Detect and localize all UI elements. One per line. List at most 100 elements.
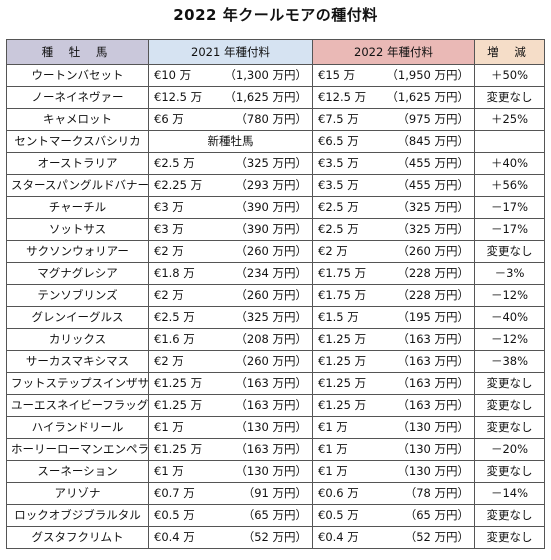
fee-2022-wrap: €6.5 万 （845 万円） (318, 132, 469, 152)
change-value: 変更なし (474, 394, 545, 417)
fee-2021-euro: €2 万 (154, 288, 184, 302)
fee-2022-wrap: €1.25 万 （163 万円） (318, 396, 469, 416)
fee-2022-cell: €1 万 （130 万円） (312, 416, 475, 439)
horse-name: テンソブリンズ (6, 284, 149, 307)
fee-2022-wrap: €1.25 万 （163 万円） (318, 374, 469, 394)
table-row: スーネーション €1 万 （130 万円） €1 万 （130 万円） 変更なし (6, 460, 545, 483)
fee-2021-euro: €1.25 万 (154, 442, 203, 456)
fee-2021-wrap: €1 万 （130 万円） (154, 462, 307, 482)
fee-2022-cell: €1 万 （130 万円） (312, 460, 475, 483)
fee-2021-cell: €6 万 （780 万円） (148, 108, 313, 131)
fee-2022-cell: €3.5 万 （455 万円） (312, 152, 475, 175)
fee-2022-wrap: €12.5 万 （1,625 万円） (318, 88, 469, 108)
change-value: 変更なし (474, 526, 545, 549)
table-row: ホーリーローマンエンペラー €1.25 万 （163 万円） €1 万 （130 万円）… (6, 438, 545, 461)
fee-2022-yen: （975 万円） (397, 112, 469, 126)
horse-name: グスタフクリムト (6, 526, 149, 549)
fee-2021-yen: （52 万円） (242, 530, 307, 544)
horse-name: チャーチル (6, 196, 149, 219)
fee-2022-yen: （228 万円） (397, 266, 469, 280)
fee-2021-yen: （1,625 万円） (224, 90, 307, 104)
fee-2021-euro: €0.5 万 (154, 508, 195, 522)
fee-2021-yen: （163 万円） (235, 376, 307, 390)
horse-name: セントマークスバシリカ (6, 130, 149, 153)
fee-2021-wrap: €3 万 （390 万円） (154, 220, 307, 240)
fee-2021-wrap: €2.25 万 （293 万円） (154, 176, 307, 196)
fee-2021-euro: €1.25 万 (154, 398, 203, 412)
fee-2021-cell: €0.5 万 （65 万円） (148, 504, 313, 527)
fee-2022-wrap: €1.25 万 （163 万円） (318, 330, 469, 350)
change-value: ＋56% (474, 174, 545, 197)
fee-2021-wrap: €2 万 （260 万円） (154, 352, 307, 372)
horse-name: ハイランドリール (6, 416, 149, 439)
fee-2022-euro: €1.25 万 (318, 332, 367, 346)
fee-2022-wrap: €7.5 万 （975 万円） (318, 110, 469, 130)
fee-2022-wrap: €2.5 万 （325 万円） (318, 220, 469, 240)
fee-2022-yen: （845 万円） (397, 134, 469, 148)
fee-2021-wrap: €1.25 万 （163 万円） (154, 440, 307, 460)
fee-2022-yen: （325 万円） (397, 200, 469, 214)
fee-2022-wrap: €3.5 万 （455 万円） (318, 154, 469, 174)
fee-2022-euro: €1.5 万 (318, 310, 359, 324)
fee-2022-yen: （1,950 万円） (386, 68, 469, 82)
fee-2021-cell: €2 万 （260 万円） (148, 284, 313, 307)
fee-2021-cell: €2.25 万 （293 万円） (148, 174, 313, 197)
fee-2022-wrap: €1 万 （130 万円） (318, 440, 469, 460)
fee-2021-euro: €10 万 (154, 68, 192, 82)
fee-2021-cell: €1.6 万 （208 万円） (148, 328, 313, 351)
fee-2021-euro: €2.5 万 (154, 156, 195, 170)
change-value: ＋25% (474, 108, 545, 131)
fee-2021-cell: €3 万 （390 万円） (148, 218, 313, 241)
fee-2021-wrap: €12.5 万 （1,625 万円） (154, 88, 307, 108)
horse-name: ソットサス (6, 218, 149, 241)
fee-2021-yen: （234 万円） (235, 266, 307, 280)
page-title: 2022 年クールモアの種付料 (173, 6, 378, 24)
fee-2021-euro: €2 万 (154, 244, 184, 258)
fee-2021-euro: €0.7 万 (154, 486, 195, 500)
horse-name: グレンイーグルス (6, 306, 149, 329)
fee-2021-euro: €0.4 万 (154, 530, 195, 544)
change-value: －40% (474, 306, 545, 329)
fee-2022-cell: €7.5 万 （975 万円） (312, 108, 475, 131)
fee-2022-cell: €0.4 万 （52 万円） (312, 526, 475, 549)
table-row: セントマークスバシリカ 新種牡馬 €6.5 万 （845 万円） (6, 130, 545, 153)
fee-2022-yen: （163 万円） (397, 398, 469, 412)
fee-2021-cell: €2 万 （260 万円） (148, 240, 313, 263)
table-row: テンソブリンズ €2 万 （260 万円） €1.75 万 （228 万円） －12% (6, 284, 545, 307)
fee-2021-euro: €2.25 万 (154, 178, 203, 192)
fee-2021-yen: （260 万円） (235, 288, 307, 302)
fee-2022-euro: €1 万 (318, 420, 348, 434)
fee-2022-euro: €0.5 万 (318, 508, 359, 522)
horse-name: カリックス (6, 328, 149, 351)
fee-2022-euro: €3.5 万 (318, 156, 359, 170)
fee-2021-wrap: €2.5 万 （325 万円） (154, 308, 307, 328)
fee-2022-yen: （130 万円） (397, 442, 469, 456)
table-row: フットステップスインザサンド €1.25 万 （163 万円） €1.25 万 （163… (6, 372, 545, 395)
table-row: サクソンウォリアー €2 万 （260 万円） €2 万 （260 万円） 変更なし (6, 240, 545, 263)
table-row: ハイランドリール €1 万 （130 万円） €1 万 （130 万円） 変更なし (6, 416, 545, 439)
fee-2021-cell: €1 万 （130 万円） (148, 416, 313, 439)
fee-2021-yen: （390 万円） (235, 200, 307, 214)
change-value: －12% (474, 328, 545, 351)
header-2022-fee: 2022 年種付料 (312, 39, 475, 65)
fee-2022-cell: €1.75 万 （228 万円） (312, 262, 475, 285)
fee-2021-wrap: €1.25 万 （163 万円） (154, 374, 307, 394)
fee-2021-wrap: €2.5 万 （325 万円） (154, 154, 307, 174)
table-row: ソットサス €3 万 （390 万円） €2.5 万 （325 万円） －17% (6, 218, 545, 241)
change-value: 変更なし (474, 372, 545, 395)
fee-2022-yen: （130 万円） (397, 420, 469, 434)
horse-name: スタースパングルドバナー (6, 174, 149, 197)
horse-name: フットステップスインザサンド (6, 372, 149, 395)
fee-2021-wrap: €0.7 万 （91 万円） (154, 484, 307, 504)
fee-2022-cell: €15 万 （1,950 万円） (312, 64, 475, 87)
change-value: 変更なし (474, 86, 545, 109)
fee-2021-cell: €1.25 万 （163 万円） (148, 438, 313, 461)
fee-2022-yen: （455 万円） (397, 178, 469, 192)
fee-2021-yen: （91 万円） (242, 486, 307, 500)
table-row: サーカスマキシマス €2 万 （260 万円） €1.25 万 （163 万円） －38% (6, 350, 545, 373)
fee-2022-cell: €2.5 万 （325 万円） (312, 196, 475, 219)
table-row: グスタフクリムト €0.4 万 （52 万円） €0.4 万 （52 万円） 変更なし (6, 526, 545, 549)
fee-2021-euro: €1 万 (154, 420, 184, 434)
fee-2021-euro: €6 万 (154, 112, 184, 126)
fee-2022-yen: （65 万円） (404, 508, 469, 522)
